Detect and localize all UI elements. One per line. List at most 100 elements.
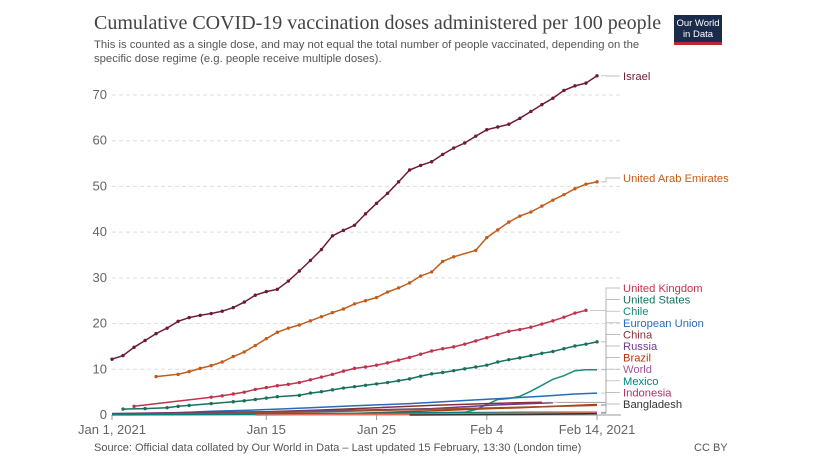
series-labels[interactable]: Israel United Arab Emirates United Kingdom… [545, 71, 729, 414]
data-point [341, 307, 346, 311]
data-point [573, 311, 577, 315]
data-point [363, 383, 368, 387]
x-tick-label: Jan 1, 2021 [78, 422, 146, 437]
data-point [374, 382, 379, 386]
data-point [518, 327, 522, 332]
series-label[interactable]: Bangladesh [623, 399, 682, 411]
series-label[interactable]: Indonesia [623, 387, 672, 399]
data-point [485, 363, 489, 367]
data-point [231, 400, 235, 404]
data-point [242, 399, 246, 403]
data-point [275, 330, 280, 334]
data-point [187, 403, 191, 408]
series-label[interactable]: Israel [623, 71, 650, 83]
series-label[interactable]: United States [623, 295, 691, 307]
data-point [352, 302, 357, 306]
data-point [385, 191, 390, 195]
data-point [220, 394, 224, 398]
data-point [496, 360, 500, 364]
label-leader-line [601, 403, 620, 414]
series-world[interactable] [111, 404, 598, 416]
data-point [385, 380, 390, 385]
series-label[interactable]: Chile [623, 306, 649, 318]
chart-title: Cumulative COVID-19 vaccination doses ad… [94, 12, 662, 34]
data-point [562, 315, 566, 319]
y-tick-label: 10 [93, 361, 107, 376]
data-point [308, 391, 313, 395]
series-label[interactable]: World [623, 364, 652, 376]
label-leader-line [601, 177, 620, 183]
data-point [584, 342, 588, 346]
data-point [540, 204, 544, 208]
data-point [297, 393, 302, 398]
y-tick-label: 0 [100, 407, 107, 422]
data-point [418, 374, 423, 378]
data-point [551, 96, 555, 100]
data-point [154, 331, 158, 336]
label-leader-line [601, 380, 620, 413]
data-point [154, 374, 158, 379]
label-leader-line [601, 392, 620, 414]
source-note: Source: Official data collated by Our Wo… [94, 442, 582, 454]
series-israel[interactable] [110, 74, 599, 361]
data-point [165, 326, 169, 330]
series-label[interactable]: European Union [623, 318, 704, 330]
chart-subtitle: This is counted as a single dose, and ma… [94, 39, 640, 65]
x-tick-label: Jan 15 [247, 422, 286, 437]
series-label[interactable]: United Kingdom [623, 283, 703, 295]
data-point [418, 163, 423, 168]
series-label[interactable]: Mexico [623, 376, 658, 388]
data-point [308, 319, 313, 323]
data-point [385, 361, 390, 365]
data-point [529, 325, 533, 329]
data-point [396, 286, 401, 290]
data-point [231, 354, 235, 359]
data-point [429, 372, 434, 376]
data-point [507, 122, 511, 126]
series-label[interactable]: Brazil [623, 353, 651, 365]
data-point [407, 168, 412, 172]
data-point [440, 152, 445, 157]
series-label[interactable]: Russia [623, 341, 658, 353]
data-point [562, 88, 566, 93]
series-mexico[interactable] [111, 411, 597, 416]
data-point [551, 198, 555, 202]
data-point [275, 395, 280, 399]
data-point [374, 295, 379, 300]
license-link[interactable]: CC BY [694, 442, 728, 454]
data-point [242, 390, 246, 394]
data-point [507, 357, 511, 362]
data-point [374, 363, 379, 367]
data-point [253, 387, 257, 392]
y-tick-label: 20 [93, 316, 107, 331]
data-point [429, 160, 434, 164]
owid-logo[interactable]: Our World in Data [674, 15, 722, 45]
y-tick-label: 60 [93, 133, 107, 148]
series-label[interactable]: China [623, 329, 653, 341]
data-point [319, 389, 324, 394]
data-point [496, 228, 500, 232]
data-point [584, 308, 588, 313]
data-point [396, 358, 401, 362]
data-point [396, 180, 401, 184]
y-tick-label: 50 [93, 178, 107, 193]
data-point [407, 377, 412, 381]
data-point [253, 343, 257, 348]
data-point [595, 180, 599, 184]
data-point [474, 339, 478, 343]
series-indonesia[interactable] [255, 411, 598, 416]
series-label[interactable]: United Arab Emirates [623, 173, 729, 185]
series-united-arab-emirates[interactable] [154, 180, 599, 379]
data-point [529, 353, 533, 358]
data-point [551, 349, 555, 354]
data-point [242, 300, 246, 304]
data-point [319, 375, 324, 379]
data-point [264, 289, 269, 294]
series-united-states[interactable] [121, 340, 599, 411]
series-bangladesh[interactable] [409, 412, 598, 416]
data-point [253, 397, 257, 402]
series-united-kingdom[interactable] [132, 308, 588, 409]
data-point [231, 392, 235, 396]
data-point [396, 379, 401, 383]
